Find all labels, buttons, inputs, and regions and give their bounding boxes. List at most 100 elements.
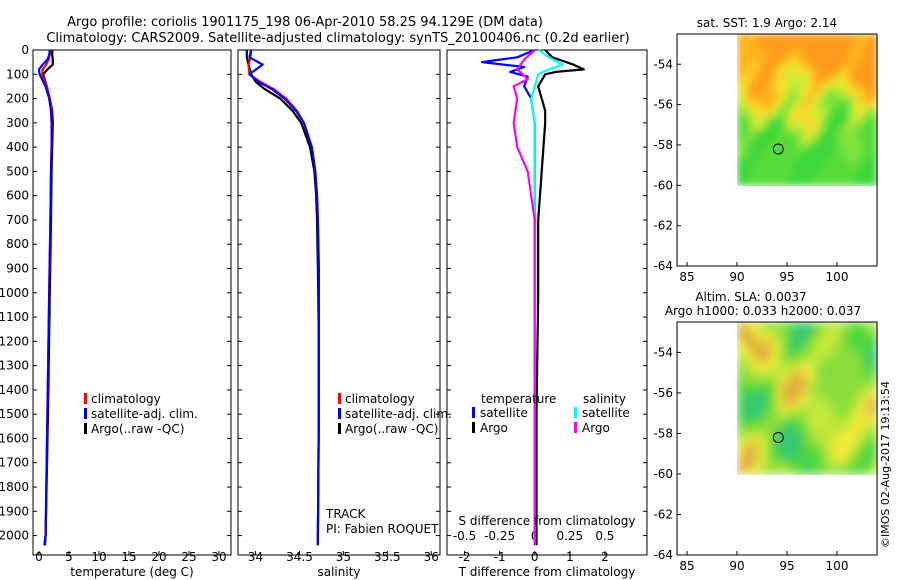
heatmap-cell [777, 116, 783, 125]
heatmap-cell [767, 404, 773, 413]
heatmap-cell [772, 150, 778, 159]
heatmap-cell [842, 137, 848, 145]
heatmap-cell [792, 164, 798, 173]
heatmap-cell [772, 370, 778, 378]
heatmap-cell [792, 102, 798, 111]
heatmap-cell [782, 460, 788, 468]
heatmap-cell [787, 54, 793, 63]
heatmap-cell [812, 418, 818, 427]
heatmap-cell [812, 335, 818, 344]
heatmap-cell [782, 467, 788, 475]
heatmap-cell [817, 178, 823, 186]
heatmap-cell [807, 467, 813, 475]
heatmap-cell [737, 157, 743, 166]
heatmap-cell [807, 322, 813, 330]
heatmap-cell [817, 40, 823, 49]
heatmap-cell [757, 123, 763, 131]
heatmap-cell [757, 446, 763, 454]
heatmap-cell [742, 123, 748, 131]
heatmap-cell [822, 446, 828, 454]
heatmap-cell [817, 150, 823, 159]
heatmap-cell [832, 335, 838, 344]
heatmap-cell [862, 171, 868, 180]
heatmap-cell [857, 453, 863, 461]
heatmap-cell [757, 418, 763, 427]
heatmap-cell [817, 171, 823, 180]
heatmap-cell [772, 397, 778, 406]
heatmap-cell [742, 150, 748, 159]
heatmap-cell [757, 164, 763, 173]
heatmap-cell [872, 453, 878, 461]
heatmap-cell [812, 89, 818, 97]
heatmap-cell [832, 157, 838, 166]
heatmap-cell [792, 54, 798, 63]
heatmap-cell [827, 89, 833, 97]
heatmap-cell [812, 453, 818, 461]
heatmap-cell [747, 328, 753, 337]
heatmap-cell [842, 370, 848, 378]
heatmap-cell [827, 40, 833, 49]
heatmap-cell [737, 47, 743, 56]
heatmap-cell [852, 335, 858, 344]
heatmap-cell [867, 446, 873, 454]
map-ytick-label: -56 [653, 386, 673, 400]
heatmap-cell [747, 384, 753, 392]
heatmap-cell [827, 157, 833, 166]
heatmap-cell [787, 391, 793, 399]
heatmap-cell [797, 391, 803, 399]
heatmap-cell [837, 123, 843, 131]
heatmap-cell [762, 178, 768, 186]
heatmap-cell [837, 109, 843, 118]
heatmap-cell [782, 328, 788, 337]
heatmap-cell [832, 453, 838, 461]
heatmap-cell [737, 123, 743, 131]
heatmap-cell [777, 102, 783, 111]
heatmap-cell [862, 460, 868, 468]
heatmap-cell [852, 178, 858, 186]
heatmap-cell [862, 150, 868, 159]
heatmap-cell [817, 137, 823, 145]
heatmap-cell [852, 68, 858, 76]
heatmap-cell [772, 75, 778, 83]
heatmap-cell [792, 363, 798, 371]
heatmap-cell [852, 453, 858, 461]
heatmap-cell [757, 144, 763, 152]
heatmap-cell [747, 47, 753, 56]
heatmap-cell [817, 157, 823, 166]
heatmap-cell [812, 178, 818, 186]
heatmap-cell [747, 89, 753, 97]
heatmap-cell [867, 68, 873, 76]
heatmap-cell [772, 377, 778, 385]
xtick-label: 10 [91, 550, 106, 564]
heatmap-cell [872, 95, 878, 104]
legend-label: Argo [582, 421, 610, 435]
heatmap-cell [752, 322, 758, 330]
heatmap-cell [782, 384, 788, 392]
heatmap-cell [747, 109, 753, 118]
heatmap-cell [807, 109, 813, 118]
heatmap-cell [782, 75, 788, 83]
heatmap-cell [752, 47, 758, 56]
heatmap-cell [852, 102, 858, 111]
heatmap-cell [777, 446, 783, 454]
heatmap-cell [812, 404, 818, 413]
heatmap-cell [757, 40, 763, 49]
heatmap-cell [862, 40, 868, 49]
heatmap-cell [762, 144, 768, 152]
heatmap-cell [817, 68, 823, 76]
heatmap-cell [752, 418, 758, 427]
heatmap-cell [827, 82, 833, 90]
heatmap-cell [822, 397, 828, 406]
heatmap-cell [857, 356, 863, 365]
heatmap-cell [862, 102, 868, 111]
xtick-label: 34.5 [286, 550, 313, 564]
heatmap-cell [837, 137, 843, 145]
heatmap-cell [797, 453, 803, 461]
heatmap-cell [752, 425, 758, 434]
heatmap-cell [737, 432, 743, 441]
heatmap-cell [847, 446, 853, 454]
heatmap-cell [857, 54, 863, 63]
heatmap-cell [742, 82, 748, 90]
heatmap-cell [757, 116, 763, 125]
heatmap-cell [737, 95, 743, 104]
